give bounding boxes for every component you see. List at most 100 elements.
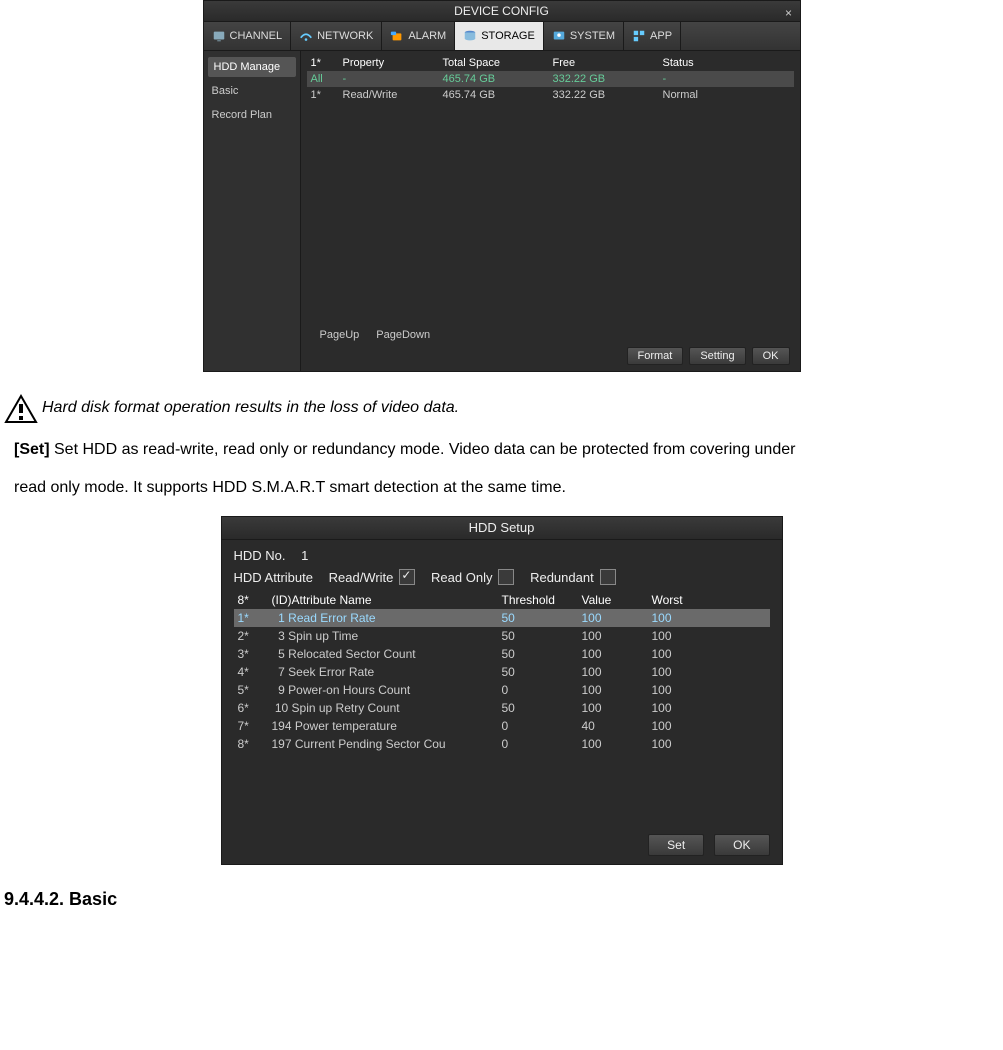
table-row[interactable]: 2* 3 Spin up Time50100100 bbox=[234, 627, 770, 645]
cell: 100 bbox=[648, 609, 770, 627]
storage-icon bbox=[463, 29, 477, 43]
col-value: Value bbox=[578, 591, 648, 609]
table-summary-row[interactable]: All - 465.74 GB 332.22 GB - bbox=[307, 71, 794, 87]
main-panel: 1* Property Total Space Free Status All … bbox=[301, 51, 800, 371]
hdd-table: 1* Property Total Space Free Status All … bbox=[307, 55, 794, 103]
attr-red-label: Redundant bbox=[530, 570, 594, 585]
sidebar-item-hdd-manage[interactable]: HDD Manage bbox=[208, 57, 296, 77]
device-config-window: DEVICE CONFIG × CHANNEL NETWORK ALARM bbox=[203, 0, 801, 372]
table-row[interactable]: 7*194 Power temperature040100 bbox=[234, 717, 770, 735]
set-button[interactable]: Set bbox=[648, 834, 704, 856]
hdd-no-value: 1 bbox=[301, 548, 308, 563]
cell: 465.74 GB bbox=[439, 87, 549, 103]
cell: 2* bbox=[234, 627, 268, 645]
cell: 1* bbox=[307, 87, 339, 103]
sidebar: HDD Manage Basic Record Plan bbox=[204, 51, 301, 371]
table-row[interactable]: 1* 1 Read Error Rate50100100 bbox=[234, 609, 770, 627]
cell: 100 bbox=[578, 627, 648, 645]
attr-rw-checkbox[interactable] bbox=[399, 569, 415, 585]
cell: 50 bbox=[498, 663, 578, 681]
network-icon bbox=[299, 29, 313, 43]
cell: 100 bbox=[648, 717, 770, 735]
table-row[interactable]: 8*197 Current Pending Sector Cou0100100 bbox=[234, 735, 770, 753]
cell: Read/Write bbox=[339, 87, 439, 103]
cell: 0 bbox=[498, 681, 578, 699]
tab-label: APP bbox=[650, 30, 672, 42]
ok-button[interactable]: OK bbox=[714, 834, 769, 856]
hdd-setup-window: HDD Setup HDD No. 1 HDD Attribute Read/W… bbox=[221, 516, 783, 865]
cell: 100 bbox=[578, 681, 648, 699]
col-total: Total Space bbox=[439, 55, 549, 71]
cell: 50 bbox=[498, 645, 578, 663]
section-heading: 9.4.4.2. Basic bbox=[4, 889, 999, 910]
attr-red-checkbox[interactable] bbox=[600, 569, 616, 585]
cell: 100 bbox=[648, 735, 770, 753]
cell: All bbox=[307, 71, 339, 87]
cell: 40 bbox=[578, 717, 648, 735]
cell: 332.22 GB bbox=[549, 87, 659, 103]
format-button[interactable]: Format bbox=[627, 347, 684, 365]
tab-app[interactable]: APP bbox=[624, 22, 681, 50]
hdd-attr-label: HDD Attribute bbox=[234, 570, 313, 585]
col-name: (ID)Attribute Name bbox=[268, 591, 498, 609]
cell: 100 bbox=[648, 663, 770, 681]
cell: - bbox=[339, 71, 439, 87]
table-row[interactable]: 1* Read/Write 465.74 GB 332.22 GB Normal bbox=[307, 87, 794, 103]
attr-ro-checkbox[interactable] bbox=[498, 569, 514, 585]
setup-button-row: Set OK bbox=[648, 834, 769, 856]
attr-rw-label: Read/Write bbox=[329, 570, 394, 585]
cell: 1* bbox=[234, 609, 268, 627]
window-titlebar: DEVICE CONFIG × bbox=[204, 1, 800, 22]
table-header-row: 1* Property Total Space Free Status bbox=[307, 55, 794, 71]
col-idx: 1* bbox=[307, 55, 339, 71]
tab-alarm[interactable]: ALARM bbox=[382, 22, 455, 50]
attr-ro-label: Read Only bbox=[431, 570, 492, 585]
cell: 332.22 GB bbox=[549, 71, 659, 87]
cell: 100 bbox=[578, 645, 648, 663]
tab-channel[interactable]: CHANNEL bbox=[204, 22, 292, 50]
page-down-button[interactable]: PageDown bbox=[373, 329, 430, 341]
table-row[interactable]: 4* 7 Seek Error Rate50100100 bbox=[234, 663, 770, 681]
table-row[interactable]: 3* 5 Relocated Sector Count50100100 bbox=[234, 645, 770, 663]
ok-button[interactable]: OK bbox=[752, 347, 790, 365]
sidebar-item-record-plan[interactable]: Record Plan bbox=[204, 103, 300, 127]
cell: 7* bbox=[234, 717, 268, 735]
table-row[interactable]: 6* 10 Spin up Retry Count50100100 bbox=[234, 699, 770, 717]
tab-label: CHANNEL bbox=[230, 30, 283, 42]
window-title: DEVICE CONFIG bbox=[454, 4, 549, 18]
sidebar-item-basic[interactable]: Basic bbox=[204, 79, 300, 103]
set-text-2: read only mode. It supports HDD S.M.A.R.… bbox=[14, 472, 999, 504]
cell: 100 bbox=[578, 609, 648, 627]
setting-button[interactable]: Setting bbox=[689, 347, 745, 365]
smart-table: 8* (ID)Attribute Name Threshold Value Wo… bbox=[234, 591, 770, 753]
col-idx: 8* bbox=[234, 591, 268, 609]
set-text-1: Set HDD as read-write, read only or redu… bbox=[50, 441, 796, 458]
hdd-no-label: HDD No. bbox=[234, 548, 286, 563]
cell: 0 bbox=[498, 717, 578, 735]
page-up-button[interactable]: PageUp bbox=[317, 329, 360, 341]
cell: 100 bbox=[648, 627, 770, 645]
col-thresh: Threshold bbox=[498, 591, 578, 609]
table-header-row: 8* (ID)Attribute Name Threshold Value Wo… bbox=[234, 591, 770, 609]
tab-network[interactable]: NETWORK bbox=[291, 22, 382, 50]
warning-icon bbox=[4, 394, 38, 424]
cell: 100 bbox=[578, 663, 648, 681]
cell: 4* bbox=[234, 663, 268, 681]
close-icon[interactable]: × bbox=[782, 3, 796, 17]
cell: 5 Relocated Sector Count bbox=[268, 645, 498, 663]
channel-icon bbox=[212, 29, 226, 43]
cell: 3 Spin up Time bbox=[268, 627, 498, 645]
tab-system[interactable]: SYSTEM bbox=[544, 22, 624, 50]
col-free: Free bbox=[549, 55, 659, 71]
col-property: Property bbox=[339, 55, 439, 71]
table-row[interactable]: 5* 9 Power-on Hours Count0100100 bbox=[234, 681, 770, 699]
tab-label: SYSTEM bbox=[570, 30, 615, 42]
tab-storage[interactable]: STORAGE bbox=[455, 22, 544, 50]
setup-title: HDD Setup bbox=[222, 517, 782, 540]
cell: 100 bbox=[648, 681, 770, 699]
cell: 7 Seek Error Rate bbox=[268, 663, 498, 681]
pager: PageUp PageDown bbox=[317, 329, 431, 341]
cell: 100 bbox=[578, 699, 648, 717]
tab-label: STORAGE bbox=[481, 30, 535, 42]
cell: 194 Power temperature bbox=[268, 717, 498, 735]
